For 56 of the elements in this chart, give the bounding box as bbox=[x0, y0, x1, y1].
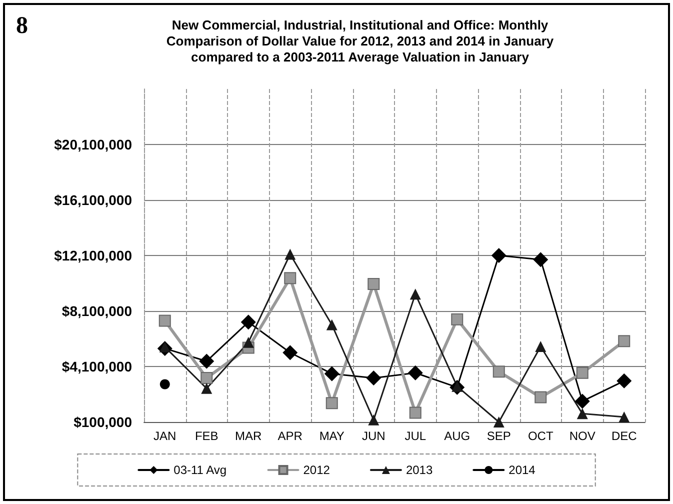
point bbox=[368, 414, 380, 426]
point bbox=[408, 365, 423, 380]
x-tick-label: JUL bbox=[404, 429, 426, 443]
point bbox=[366, 370, 382, 386]
point bbox=[616, 373, 632, 388]
legend-label: 03-11 Avg bbox=[174, 463, 227, 477]
x-tick-label: JAN bbox=[154, 429, 176, 443]
point bbox=[533, 252, 548, 268]
point bbox=[158, 314, 171, 327]
x-tick-label: OCT bbox=[528, 429, 554, 443]
point bbox=[535, 341, 546, 352]
x-tick-label: MAY bbox=[319, 429, 344, 443]
x-tick-label: DEC bbox=[611, 429, 638, 443]
point bbox=[284, 272, 296, 284]
chart-title: New Commercial, Industrial, Institutional and Office: Monthly Comparison of Dollar Value for 2012, 2013 and 2014 in January compared to a 2003-2011 Average Valuation in January bbox=[166, 18, 554, 64]
point bbox=[409, 406, 422, 419]
point bbox=[326, 319, 338, 330]
y-tick-label: $20,100,000 bbox=[54, 136, 132, 152]
point bbox=[618, 335, 630, 348]
x-tick-label: MAR bbox=[235, 429, 262, 443]
point bbox=[324, 366, 340, 382]
point bbox=[410, 288, 421, 300]
point bbox=[284, 248, 296, 260]
point bbox=[282, 345, 298, 360]
text: 8 bbox=[16, 13, 28, 39]
point bbox=[574, 394, 590, 409]
point bbox=[242, 336, 254, 348]
point bbox=[576, 408, 588, 420]
x-tick-label: SEP bbox=[486, 429, 511, 443]
x-tick-label: AUG bbox=[444, 429, 470, 443]
x-tick-label: APR bbox=[278, 429, 303, 443]
point bbox=[492, 366, 505, 378]
legend-label: 2014 bbox=[508, 463, 536, 477]
point bbox=[493, 416, 504, 428]
y-tick-label: $16,100,000 bbox=[54, 192, 132, 208]
point bbox=[576, 366, 588, 379]
legend-label: 2013 bbox=[406, 463, 433, 477]
point bbox=[160, 379, 170, 390]
point bbox=[534, 391, 547, 404]
y-tick-label: $8,100,000 bbox=[62, 303, 132, 319]
x-tick-label: NOV bbox=[569, 429, 596, 443]
point bbox=[368, 278, 380, 290]
x-tick-label: FEB bbox=[194, 429, 218, 443]
point bbox=[618, 412, 630, 423]
x-tick-label: JUN bbox=[362, 429, 386, 443]
point bbox=[200, 372, 213, 384]
point bbox=[491, 248, 506, 263]
y-tick-label: $4,100,000 bbox=[62, 358, 132, 374]
y-tick-label: $100,000 bbox=[74, 414, 132, 430]
point bbox=[201, 382, 212, 394]
legend-label: 2012 bbox=[303, 463, 330, 477]
point bbox=[451, 313, 464, 326]
y-tick-label: $12,100,000 bbox=[54, 248, 132, 264]
point bbox=[199, 354, 214, 369]
point bbox=[326, 397, 338, 410]
point bbox=[240, 314, 256, 330]
